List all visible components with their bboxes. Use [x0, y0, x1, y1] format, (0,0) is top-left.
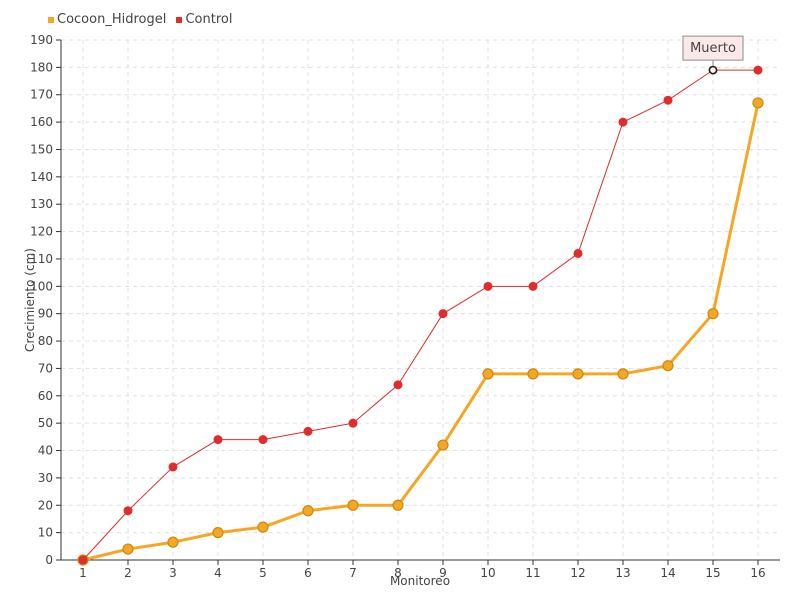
legend-label-cocoon: Cocoon_Hidrogel [57, 12, 167, 27]
legend-item-control[interactable]: Control [176, 12, 232, 27]
y-tick-label: 80 [38, 334, 53, 348]
y-tick-label: 90 [38, 307, 53, 321]
x-tick-label: 4 [214, 566, 222, 580]
data-point[interactable] [258, 435, 268, 445]
y-tick-label: 60 [38, 389, 53, 403]
x-tick-label: 12 [570, 566, 585, 580]
x-tick-label: 10 [480, 566, 495, 580]
legend-item-cocoon[interactable]: Cocoon_Hidrogel [48, 12, 166, 27]
y-tick-label: 130 [30, 197, 53, 211]
data-point[interactable] [438, 309, 448, 319]
data-point[interactable] [78, 555, 88, 565]
data-point[interactable] [707, 308, 719, 320]
data-point[interactable] [213, 435, 223, 445]
data-point[interactable] [393, 380, 403, 390]
x-axis-title: Monitoreo [390, 574, 450, 588]
data-point[interactable] [618, 117, 628, 127]
data-point[interactable] [212, 527, 224, 539]
data-point[interactable] [167, 536, 179, 548]
x-tick-label: 8 [394, 566, 402, 580]
y-tick-label: 30 [38, 471, 53, 485]
y-tick-label: 150 [30, 142, 53, 156]
highlighted-point[interactable] [708, 65, 718, 75]
axes [60, 40, 780, 561]
x-ticks: 1 2 3 4 5 6 7 8 9 10 11 12 13 14 15 16 [79, 560, 766, 580]
y-tick-label: 140 [30, 170, 53, 184]
data-point[interactable] [572, 368, 584, 380]
series-cocoon-hidrogel [77, 97, 764, 566]
data-point[interactable] [663, 95, 673, 105]
y-tick-label: 110 [30, 252, 53, 266]
x-tick-label: 7 [349, 566, 357, 580]
x-tick-label: 5 [259, 566, 267, 580]
data-point[interactable] [347, 499, 359, 511]
legend: Cocoon_Hidrogel Control [48, 12, 238, 27]
annotation-tooltip: Muerto [682, 35, 744, 75]
y-tick-label: 40 [38, 444, 53, 458]
x-tick-label: 2 [124, 566, 132, 580]
data-point[interactable] [482, 368, 494, 380]
legend-label-control: Control [185, 12, 233, 27]
data-point[interactable] [753, 65, 763, 75]
data-point[interactable] [303, 426, 313, 436]
data-point[interactable] [392, 499, 404, 511]
y-axis-title: Crecimiento (cm) [23, 248, 37, 352]
data-point[interactable] [573, 248, 583, 258]
x-tick-label: 6 [304, 566, 312, 580]
series [77, 65, 764, 566]
data-point[interactable] [528, 281, 538, 291]
y-tick-label: 160 [30, 115, 53, 129]
data-point[interactable] [123, 506, 133, 516]
tooltip-label: Muerto [690, 41, 736, 56]
annotations: Muerto [682, 35, 744, 75]
y-tick-label: 190 [30, 33, 53, 47]
series-line [82, 102, 760, 562]
legend-swatch-control [176, 16, 183, 23]
x-tick-label: 16 [750, 566, 765, 580]
y-tick-label: 170 [30, 88, 53, 102]
series-control [78, 65, 763, 565]
x-tick-label: 11 [525, 566, 540, 580]
x-tick-label: 3 [169, 566, 177, 580]
x-tick-label: 15 [705, 566, 720, 580]
data-point[interactable] [257, 521, 269, 533]
data-point[interactable] [527, 368, 539, 380]
y-tick-label: 0 [45, 553, 53, 567]
data-point[interactable] [617, 368, 629, 380]
data-point[interactable] [662, 360, 674, 372]
legend-swatch-cocoon [48, 16, 54, 23]
series-line [82, 69, 758, 561]
grid [61, 39, 780, 560]
x-tick-label: 13 [615, 566, 630, 580]
data-point[interactable] [122, 543, 134, 555]
y-tick-label: 180 [30, 60, 53, 74]
data-point[interactable] [483, 281, 493, 291]
data-point[interactable] [302, 505, 314, 517]
y-tick-label: 50 [38, 416, 53, 430]
x-tick-label: 1 [79, 566, 87, 580]
data-point[interactable] [437, 439, 449, 451]
data-point[interactable] [168, 462, 178, 472]
y-tick-label: 10 [38, 526, 53, 540]
x-tick-label: 14 [660, 566, 675, 580]
data-point[interactable] [752, 97, 764, 109]
x-tick-label: 9 [439, 566, 447, 580]
data-point[interactable] [348, 418, 358, 428]
y-tick-label: 100 [30, 279, 53, 293]
y-tick-label: 70 [38, 361, 53, 375]
y-tick-label: 20 [38, 498, 53, 512]
y-ticks: 0 10 20 30 40 50 60 70 80 90 100 110 120 130 140 150 160… [30, 33, 61, 567]
y-tick-label: 120 [30, 225, 53, 239]
